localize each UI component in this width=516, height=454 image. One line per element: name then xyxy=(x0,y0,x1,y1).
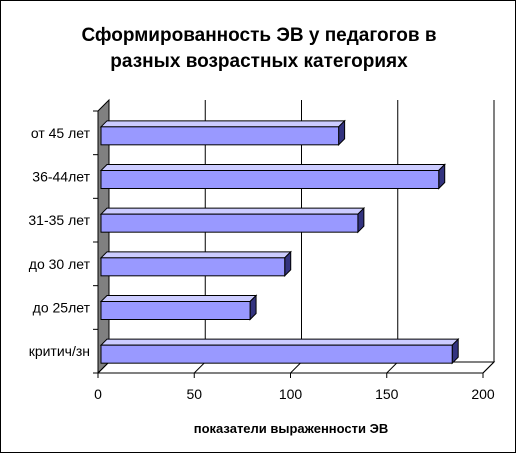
x-tick-label: 50 xyxy=(186,386,202,402)
gridline-floor-segment xyxy=(386,361,399,374)
y-tick-label: до 25лет xyxy=(33,300,91,316)
bar xyxy=(100,257,286,277)
x-axis-title: показатели выраженности ЭВ xyxy=(194,421,389,436)
plot-area: от 45 лет 36-44лет 31-35 лет до 30 лет до 25… xyxy=(28,98,496,402)
gridline-floor-segment xyxy=(290,361,302,374)
bar-top-face xyxy=(99,120,346,128)
bar-top-face xyxy=(99,295,258,302)
chart-title-line-1: Сформированность ЭВ у педагогов в xyxy=(81,25,436,46)
y-tick-label: критич/зн xyxy=(29,343,90,359)
bar xyxy=(100,213,359,233)
bar-top-face xyxy=(99,338,460,346)
bar xyxy=(100,344,453,364)
x-tick-label: 150 xyxy=(375,386,399,402)
y-tick-label: 31-35 лет xyxy=(28,212,90,228)
y-tick-label: 36-44лет xyxy=(32,169,90,185)
chart-title-line-2: разных возрастных категориях xyxy=(110,51,408,72)
bar xyxy=(100,170,440,189)
bar-top-face xyxy=(99,207,366,215)
y-tick-label: до 30 лет xyxy=(29,256,91,272)
y-tick-label: от 45 лет xyxy=(31,125,91,141)
bar-top-face xyxy=(99,164,446,171)
plot-floor xyxy=(96,361,496,374)
x-tick-label: 100 xyxy=(279,386,303,402)
bar-top-face xyxy=(99,251,292,259)
bar xyxy=(100,301,251,320)
x-tick-label: 200 xyxy=(471,386,495,402)
bar xyxy=(100,126,340,146)
gridline-floor-segment xyxy=(193,361,206,374)
x-tick-label: 0 xyxy=(94,386,102,402)
